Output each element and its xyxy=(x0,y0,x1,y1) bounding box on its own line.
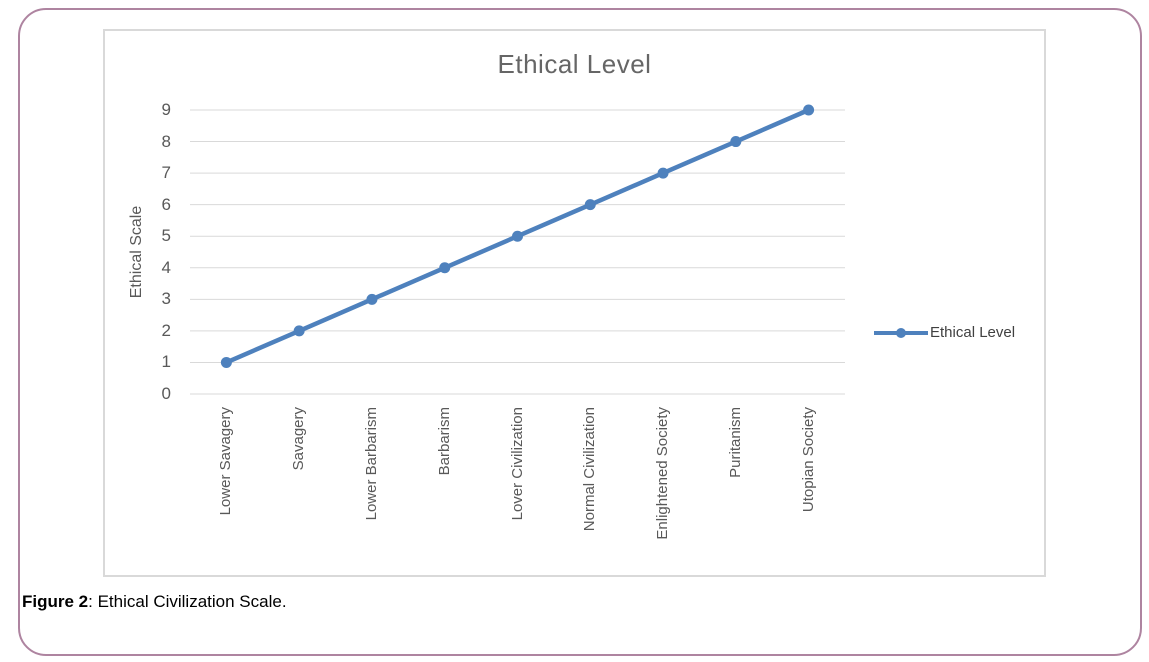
data-point-marker xyxy=(220,356,232,368)
data-point-marker xyxy=(366,293,378,305)
line-chart-svg xyxy=(190,104,845,395)
data-point-marker xyxy=(512,230,523,242)
x-category-label: Savagery xyxy=(290,407,308,471)
y-tick-label: 3 xyxy=(161,289,171,309)
legend: Ethical Level xyxy=(874,324,1015,341)
legend-series-label: Ethical Level xyxy=(930,324,1016,341)
y-tick-label: 4 xyxy=(161,257,171,277)
y-tick-label: 0 xyxy=(161,384,171,403)
x-category-label: Lower Savagery xyxy=(217,407,235,516)
y-tick-label: 5 xyxy=(161,226,171,246)
y-tick-label: 7 xyxy=(161,163,171,183)
x-category-label: Enlightened Society xyxy=(654,407,672,540)
y-tick-label: 6 xyxy=(161,194,171,214)
figure-caption-text: : Ethical Civilization Scale. xyxy=(88,592,287,611)
data-point-marker xyxy=(293,325,305,337)
data-point-marker xyxy=(657,167,669,179)
y-tick-label: 8 xyxy=(161,131,171,151)
x-category-label: Normal Civilization xyxy=(581,407,599,532)
legend-marker-icon xyxy=(896,327,906,338)
x-category-label: Utopian Society xyxy=(799,407,817,513)
y-tick-label: 1 xyxy=(161,352,171,372)
y-tick-label: 2 xyxy=(161,320,171,340)
data-point-marker xyxy=(584,199,596,211)
page-border-frame xyxy=(18,8,1142,656)
data-point-marker xyxy=(730,136,742,148)
y-tick-label: 9 xyxy=(161,100,171,119)
x-category-label: Barbarism xyxy=(435,407,453,476)
x-category-label: Puritanism xyxy=(726,407,744,478)
data-point-marker xyxy=(803,104,815,116)
x-category-label: Lower Barbarism xyxy=(362,407,380,521)
plot-area xyxy=(190,104,845,395)
legend-line-marker-swatch xyxy=(874,325,928,341)
figure-caption-label: Figure 2 xyxy=(22,592,89,611)
figure-caption: Figure 2: Ethical Civilization Scale. xyxy=(22,592,287,612)
chart-title: Ethical Level xyxy=(497,49,652,79)
data-point-marker xyxy=(439,262,451,274)
x-category-label: Lover Civilization xyxy=(508,407,526,521)
